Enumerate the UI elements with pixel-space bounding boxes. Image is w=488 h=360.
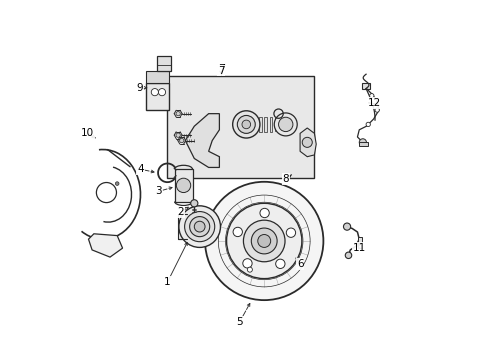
Circle shape [274, 113, 297, 136]
Circle shape [369, 94, 373, 98]
Bar [264, 117, 266, 132]
Circle shape [189, 217, 209, 237]
Circle shape [366, 122, 369, 127]
Text: 2: 2 [177, 207, 183, 217]
Circle shape [176, 133, 180, 137]
Circle shape [179, 206, 220, 247]
Polygon shape [300, 128, 316, 157]
Circle shape [176, 112, 180, 116]
Circle shape [151, 89, 158, 96]
Circle shape [237, 116, 255, 134]
Bar [178, 214, 187, 239]
Polygon shape [185, 114, 219, 167]
Circle shape [190, 200, 198, 207]
Text: 1: 1 [164, 277, 170, 287]
Circle shape [243, 259, 252, 268]
Circle shape [233, 227, 242, 237]
Circle shape [179, 138, 183, 143]
Bar [167, 76, 314, 178]
Text: 8: 8 [282, 174, 288, 184]
Circle shape [251, 228, 277, 254]
Bar [274, 118, 277, 131]
Circle shape [374, 108, 379, 112]
Text: 12: 12 [367, 98, 381, 108]
Text: 7: 7 [218, 66, 224, 76]
Text: 6: 6 [296, 259, 303, 269]
Circle shape [257, 234, 270, 247]
Text: 4: 4 [137, 164, 143, 174]
Circle shape [226, 203, 301, 279]
Bar [145, 71, 169, 83]
Text: 11: 11 [352, 243, 365, 253]
Text: 7: 7 [217, 64, 224, 74]
Circle shape [96, 183, 116, 203]
Text: 9: 9 [136, 83, 142, 93]
Circle shape [176, 178, 190, 193]
Circle shape [302, 137, 312, 147]
Bar [362, 83, 369, 89]
Bar [269, 117, 272, 132]
Bar [359, 141, 367, 146]
Text: 5: 5 [236, 317, 243, 327]
Circle shape [242, 120, 250, 129]
Text: 10: 10 [81, 129, 94, 138]
Circle shape [247, 267, 252, 272]
Circle shape [275, 259, 285, 269]
Bar [258, 117, 261, 132]
Circle shape [204, 182, 323, 300]
Bar [156, 56, 171, 71]
Bar [357, 237, 362, 248]
Circle shape [285, 228, 295, 237]
Circle shape [278, 117, 292, 132]
Circle shape [260, 208, 269, 218]
Circle shape [343, 223, 350, 230]
Text: 3: 3 [155, 186, 162, 197]
Circle shape [359, 139, 366, 146]
Circle shape [243, 220, 285, 262]
Bar [174, 169, 192, 202]
Polygon shape [88, 234, 122, 257]
Circle shape [158, 89, 165, 96]
Circle shape [115, 182, 119, 185]
Circle shape [345, 252, 351, 258]
Circle shape [194, 221, 204, 232]
Bar [145, 83, 169, 110]
Circle shape [184, 212, 214, 242]
Circle shape [232, 111, 260, 138]
Bar [280, 118, 283, 131]
